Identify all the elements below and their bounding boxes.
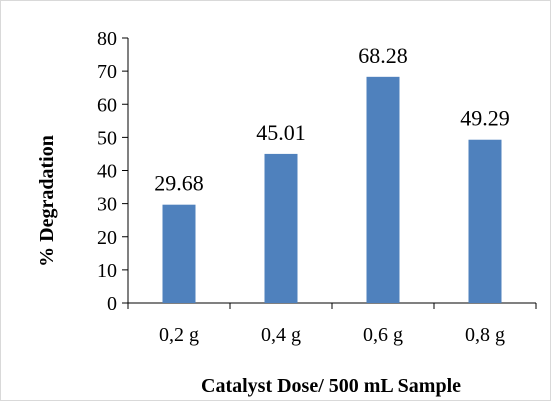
y-tick-label: 20 bbox=[97, 227, 117, 249]
y-tick-label: 70 bbox=[97, 61, 117, 83]
y-tick-label: 0 bbox=[107, 293, 117, 315]
x-tick-label: 0,6 g bbox=[363, 324, 403, 346]
y-tick-label: 30 bbox=[97, 194, 117, 216]
data-label: 49.29 bbox=[460, 106, 510, 131]
x-tick-label: 0,8 g bbox=[465, 324, 505, 346]
bar bbox=[264, 153, 298, 303]
x-axis: 0,2 g 0,4 g 0,6 g 0,8 g bbox=[127, 302, 537, 346]
bar bbox=[468, 139, 502, 303]
data-label: 29.68 bbox=[154, 171, 204, 196]
bar-series bbox=[162, 76, 502, 303]
y-tick-label: 10 bbox=[97, 260, 117, 282]
bar bbox=[162, 204, 196, 303]
y-tick-label: 40 bbox=[97, 161, 117, 183]
x-tick-label: 0,4 g bbox=[261, 324, 301, 346]
x-tick-label: 0,2 g bbox=[159, 324, 199, 346]
data-labels: 29.68 45.01 68.28 49.29 bbox=[154, 43, 510, 196]
y-axis-title: % Degradation bbox=[36, 135, 58, 267]
bar bbox=[366, 76, 400, 303]
y-tick-label: 60 bbox=[97, 94, 117, 116]
y-axis: 0 10 20 30 40 50 60 70 80 bbox=[97, 28, 129, 315]
data-label: 45.01 bbox=[256, 120, 306, 145]
x-axis-title: Catalyst Dose/ 500 mL Sample bbox=[201, 375, 461, 397]
y-tick-label: 80 bbox=[97, 28, 117, 50]
y-tick-label: 50 bbox=[97, 127, 117, 149]
data-label: 68.28 bbox=[358, 43, 408, 68]
